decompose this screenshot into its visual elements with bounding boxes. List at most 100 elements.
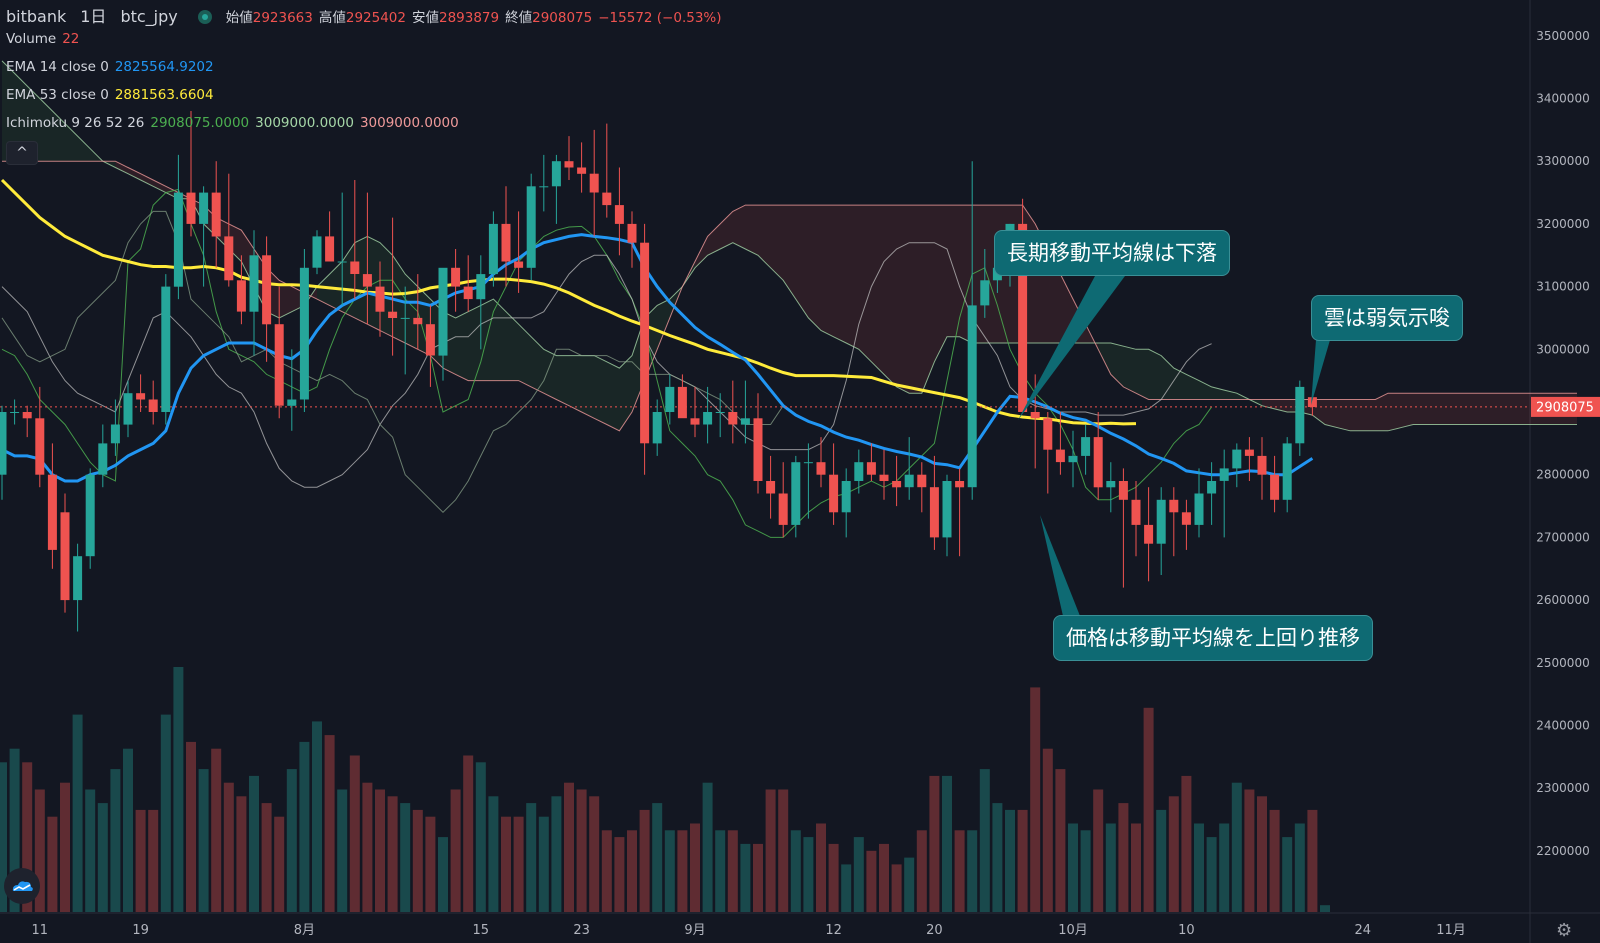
candle[interactable] bbox=[388, 217, 398, 356]
candle[interactable] bbox=[929, 455, 939, 550]
ema14-legend[interactable]: EMA 14 close 0 2825564.9202 bbox=[6, 59, 220, 75]
candle[interactable] bbox=[967, 161, 977, 500]
candle[interactable] bbox=[1295, 380, 1305, 456]
candle[interactable] bbox=[274, 286, 284, 419]
candle[interactable] bbox=[690, 386, 700, 438]
candle[interactable] bbox=[1118, 468, 1128, 588]
candle[interactable] bbox=[589, 129, 599, 237]
candle[interactable] bbox=[22, 405, 32, 438]
candle[interactable] bbox=[0, 405, 7, 500]
candle[interactable] bbox=[577, 142, 587, 193]
candle[interactable] bbox=[1169, 487, 1179, 557]
candle[interactable] bbox=[917, 462, 927, 513]
candle[interactable] bbox=[728, 380, 738, 444]
candle[interactable] bbox=[463, 255, 473, 312]
candle[interactable] bbox=[1207, 462, 1217, 525]
candle[interactable] bbox=[1232, 443, 1242, 488]
candle[interactable] bbox=[249, 230, 259, 356]
symbol-legend[interactable]: bitbank 1日 btc_jpy 始値2923663 高値2925402 安値2893… bbox=[6, 3, 734, 27]
candle[interactable] bbox=[854, 449, 864, 494]
candle[interactable] bbox=[211, 161, 221, 268]
candle[interactable] bbox=[173, 154, 183, 300]
candle[interactable] bbox=[476, 255, 486, 350]
candle[interactable] bbox=[640, 223, 650, 475]
candle[interactable] bbox=[1068, 430, 1078, 488]
candle[interactable] bbox=[488, 211, 498, 287]
candle[interactable] bbox=[438, 267, 448, 381]
candle[interactable] bbox=[60, 493, 70, 613]
candle[interactable] bbox=[1055, 412, 1065, 475]
candle[interactable] bbox=[904, 437, 914, 500]
candle[interactable] bbox=[1181, 499, 1191, 550]
candle[interactable] bbox=[375, 261, 385, 337]
candle[interactable] bbox=[110, 399, 120, 456]
candle[interactable] bbox=[740, 380, 750, 444]
ema53-legend[interactable]: EMA 53 close 0 2881563.6604 bbox=[6, 87, 220, 103]
candle[interactable] bbox=[715, 393, 725, 438]
candle[interactable] bbox=[1270, 455, 1280, 513]
candle[interactable] bbox=[539, 154, 549, 212]
tradingview-logo-icon[interactable] bbox=[4, 868, 40, 904]
candle[interactable] bbox=[892, 455, 902, 507]
candle[interactable] bbox=[35, 386, 45, 488]
candle[interactable] bbox=[148, 380, 158, 425]
candle[interactable] bbox=[1081, 424, 1091, 475]
candle[interactable] bbox=[1018, 198, 1028, 412]
candle[interactable] bbox=[1194, 468, 1204, 538]
candle[interactable] bbox=[1244, 437, 1254, 481]
candle[interactable] bbox=[413, 274, 423, 350]
candle[interactable] bbox=[1144, 487, 1154, 582]
candle[interactable] bbox=[451, 249, 461, 312]
candle[interactable] bbox=[1043, 412, 1053, 494]
candle[interactable] bbox=[980, 249, 990, 318]
candle[interactable] bbox=[236, 255, 246, 325]
candle[interactable] bbox=[652, 399, 662, 456]
candle[interactable] bbox=[879, 449, 889, 500]
candle[interactable] bbox=[766, 455, 776, 519]
candles[interactable] bbox=[0, 111, 1317, 632]
candle[interactable] bbox=[400, 286, 410, 375]
volume-legend[interactable]: Volume 22 bbox=[6, 31, 85, 47]
candle[interactable] bbox=[866, 443, 876, 481]
candle[interactable] bbox=[337, 192, 347, 306]
candle[interactable] bbox=[1093, 412, 1103, 500]
candle[interactable] bbox=[778, 462, 788, 538]
exchange-name[interactable]: bitbank bbox=[6, 7, 67, 26]
candle[interactable] bbox=[325, 211, 335, 262]
candle[interactable] bbox=[514, 211, 524, 293]
candle[interactable] bbox=[85, 468, 95, 569]
candle[interactable] bbox=[287, 349, 297, 431]
candle[interactable] bbox=[1257, 437, 1267, 500]
candle[interactable] bbox=[1106, 462, 1116, 513]
candle[interactable] bbox=[123, 380, 133, 438]
candle[interactable] bbox=[262, 236, 272, 362]
ichimoku-legend[interactable]: Ichimoku 9 26 52 26 2908075.0000 3009000.0… bbox=[6, 115, 465, 131]
candle[interactable] bbox=[602, 123, 612, 218]
candle[interactable] bbox=[73, 543, 83, 632]
candle[interactable] bbox=[841, 468, 851, 538]
symbol-name[interactable]: btc_jpy bbox=[120, 7, 178, 26]
candle[interactable] bbox=[942, 474, 952, 557]
candle[interactable] bbox=[816, 437, 826, 488]
candle[interactable] bbox=[803, 443, 813, 519]
candle[interactable] bbox=[703, 386, 713, 444]
candle[interactable] bbox=[199, 186, 209, 287]
candle[interactable] bbox=[224, 173, 234, 287]
settings-gear-icon[interactable]: ⚙ bbox=[1556, 920, 1573, 941]
candle[interactable] bbox=[677, 374, 687, 419]
candle[interactable] bbox=[665, 374, 675, 425]
candle[interactable] bbox=[161, 274, 171, 425]
candle[interactable] bbox=[829, 443, 839, 525]
candle[interactable] bbox=[526, 173, 536, 281]
candle[interactable] bbox=[362, 192, 372, 325]
time-axis[interactable]: 11 19 8月 15 23 9月 12 20 10月 10 24 11月 bbox=[32, 923, 1466, 938]
candle[interactable] bbox=[98, 424, 108, 488]
candle[interactable] bbox=[1156, 487, 1166, 575]
interval-label[interactable]: 1日 bbox=[80, 7, 107, 26]
candle[interactable] bbox=[551, 154, 561, 224]
candle[interactable] bbox=[1219, 449, 1229, 538]
candle[interactable] bbox=[1282, 437, 1292, 513]
candle[interactable] bbox=[350, 180, 360, 300]
candle[interactable] bbox=[501, 186, 511, 287]
